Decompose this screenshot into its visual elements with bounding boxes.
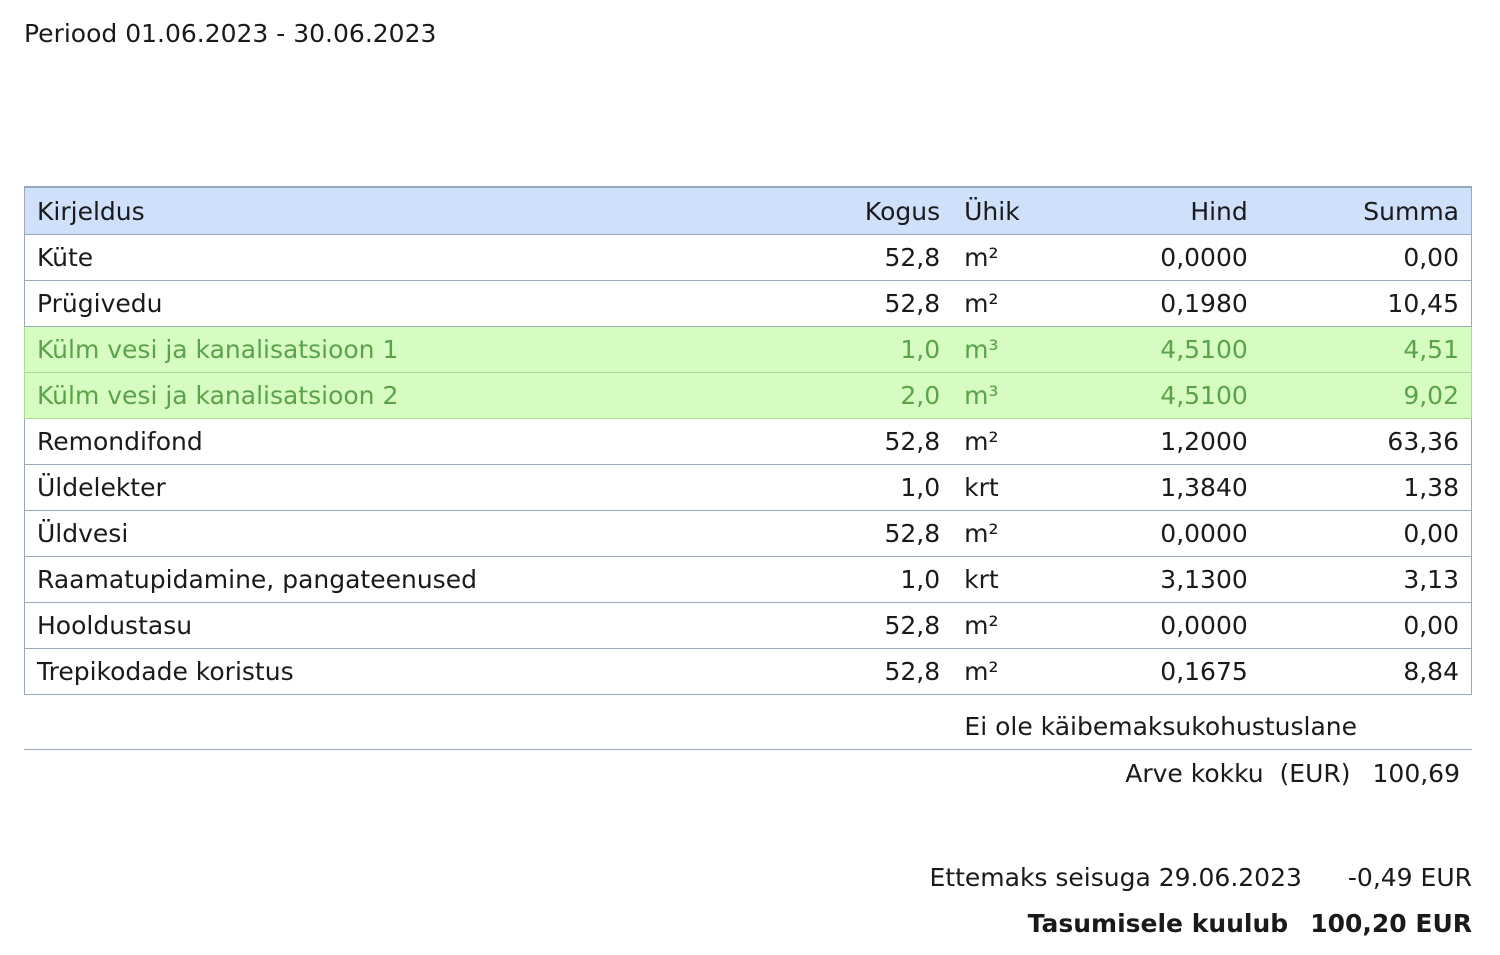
row-quantity: 52,8: [777, 280, 953, 327]
header-description: Kirjeldus: [24, 186, 778, 235]
amount-due-value: 100,20 EUR: [1310, 909, 1472, 938]
table-row: Üldelekter 1,0 krt 1,3840 1,38: [24, 464, 1472, 511]
table-row: Remondifond 52,8 m² 1,2000 63,36: [24, 418, 1472, 465]
invoice-total: Arve kokku (EUR) 100,69: [1125, 756, 1460, 792]
table-row: Üldvesi 52,8 m² 0,0000 0,00: [24, 510, 1472, 557]
row-unit: m²: [952, 280, 1085, 327]
row-price: 3,1300: [1084, 556, 1260, 603]
table-row: Raamatupidamine, pangateenused 1,0 krt 3…: [24, 556, 1472, 603]
row-price: 0,0000: [1084, 602, 1260, 649]
row-sum: 0,00: [1259, 234, 1472, 281]
invoice-total-label: Arve kokku (EUR): [1125, 759, 1351, 788]
row-price: 4,5100: [1084, 326, 1260, 373]
amount-due: Tasumisele kuulub 100,20 EUR: [1028, 906, 1472, 942]
row-unit: m³: [952, 372, 1085, 419]
billing-period: Periood 01.06.2023 - 30.06.2023: [24, 19, 437, 48]
table-row: Hooldustasu 52,8 m² 0,0000 0,00: [24, 602, 1472, 649]
prepayment-value: -0,49 EUR: [1347, 863, 1472, 892]
row-quantity: 52,8: [777, 648, 953, 695]
row-price: 1,2000: [1084, 418, 1260, 465]
row-unit: m²: [952, 510, 1085, 557]
header-unit: Ühik: [952, 186, 1085, 235]
row-description: Külm vesi ja kanalisatsioon 2: [24, 372, 778, 419]
row-quantity: 1,0: [777, 556, 953, 603]
row-price: 0,1675: [1084, 648, 1260, 695]
header-price: Hind: [1084, 186, 1260, 235]
row-price: 4,5100: [1084, 372, 1260, 419]
prepayment-label: Ettemaks seisuga 29.06.2023: [929, 863, 1302, 892]
row-quantity: 52,8: [777, 234, 953, 281]
row-description: Üldvesi: [24, 510, 778, 557]
table-row: Prügivedu 52,8 m² 0,1980 10,45: [24, 280, 1472, 327]
row-sum: 4,51: [1259, 326, 1472, 373]
row-description: Trepikodade koristus: [24, 648, 778, 695]
vat-status-note: Ei ole käibemaksukohustuslane: [964, 712, 1357, 741]
row-description: Külm vesi ja kanalisatsioon 1: [24, 326, 778, 373]
table-row-highlighted: Külm vesi ja kanalisatsioon 1 1,0 m³ 4,5…: [24, 326, 1472, 373]
row-description: Prügivedu: [24, 280, 778, 327]
row-price: 1,3840: [1084, 464, 1260, 511]
totals-divider: [24, 749, 1472, 750]
row-sum: 9,02: [1259, 372, 1472, 419]
row-sum: 0,00: [1259, 602, 1472, 649]
invoice-table: Kirjeldus Kogus Ühik Hind Summa Küte 52,…: [24, 186, 1472, 695]
row-description: Raamatupidamine, pangateenused: [24, 556, 778, 603]
row-quantity: 2,0: [777, 372, 953, 419]
row-unit: m²: [952, 418, 1085, 465]
row-sum: 63,36: [1259, 418, 1472, 465]
row-quantity: 52,8: [777, 418, 953, 465]
row-unit: krt: [952, 556, 1085, 603]
row-sum: 3,13: [1259, 556, 1472, 603]
table-header-row: Kirjeldus Kogus Ühik Hind Summa: [24, 186, 1472, 235]
row-description: Remondifond: [24, 418, 778, 465]
row-unit: m³: [952, 326, 1085, 373]
row-description: Küte: [24, 234, 778, 281]
row-sum: 10,45: [1259, 280, 1472, 327]
header-quantity: Kogus: [777, 186, 953, 235]
table-row: Küte 52,8 m² 0,0000 0,00: [24, 234, 1472, 281]
row-quantity: 52,8: [777, 602, 953, 649]
row-price: 0,0000: [1084, 234, 1260, 281]
row-price: 0,0000: [1084, 510, 1260, 557]
table-row: Trepikodade koristus 52,8 m² 0,1675 8,84: [24, 648, 1472, 695]
row-quantity: 52,8: [777, 510, 953, 557]
row-sum: 0,00: [1259, 510, 1472, 557]
row-quantity: 1,0: [777, 464, 953, 511]
table-row-highlighted: Külm vesi ja kanalisatsioon 2 2,0 m³ 4,5…: [24, 372, 1472, 419]
row-quantity: 1,0: [777, 326, 953, 373]
row-unit: m²: [952, 648, 1085, 695]
invoice-total-value: 100,69: [1372, 759, 1460, 788]
row-unit: m²: [952, 234, 1085, 281]
row-sum: 8,84: [1259, 648, 1472, 695]
row-price: 0,1980: [1084, 280, 1260, 327]
row-sum: 1,38: [1259, 464, 1472, 511]
row-description: Üldelekter: [24, 464, 778, 511]
header-sum: Summa: [1259, 186, 1472, 235]
prepayment: Ettemaks seisuga 29.06.2023 -0,49 EUR: [929, 860, 1472, 896]
row-description: Hooldustasu: [24, 602, 778, 649]
row-unit: krt: [952, 464, 1085, 511]
row-unit: m²: [952, 602, 1085, 649]
amount-due-label: Tasumisele kuulub: [1027, 909, 1289, 938]
